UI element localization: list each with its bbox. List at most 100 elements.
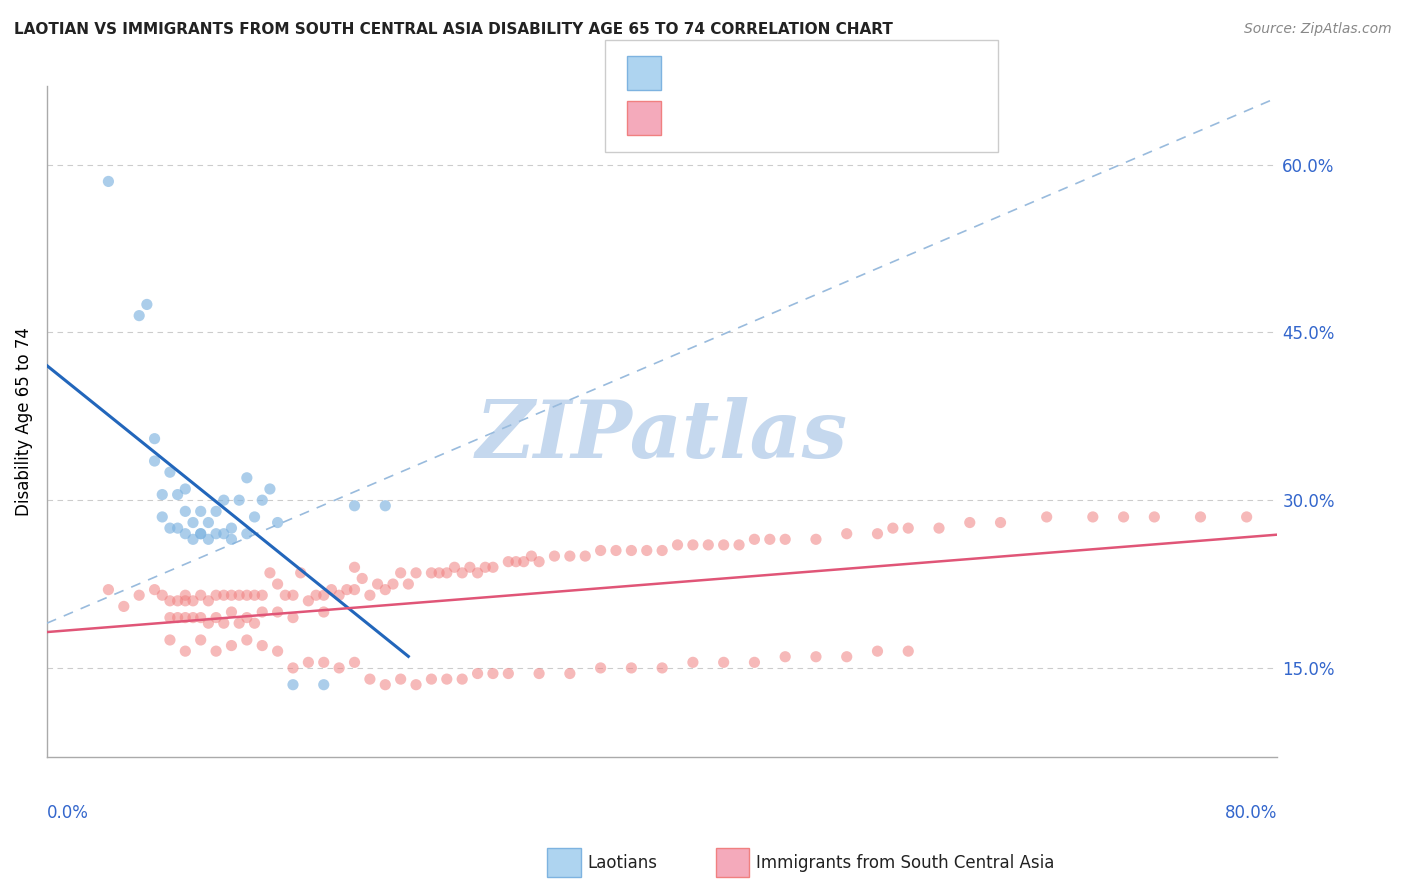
Point	[135, 297, 157, 311]
Point	[458, 560, 481, 574]
Point	[482, 666, 505, 681]
Point	[321, 582, 343, 597]
Point	[312, 656, 335, 670]
Point	[266, 644, 288, 658]
Point	[159, 594, 181, 608]
Point	[197, 533, 219, 547]
Point	[359, 672, 381, 686]
Point	[574, 549, 596, 563]
Point	[166, 487, 188, 501]
Point	[728, 538, 751, 552]
Point	[682, 538, 704, 552]
Point	[328, 588, 350, 602]
Point	[190, 504, 212, 518]
Point	[274, 588, 297, 602]
Point	[266, 577, 288, 591]
Point	[159, 465, 181, 479]
Point	[352, 571, 374, 585]
Point	[297, 656, 319, 670]
Point	[682, 656, 704, 670]
Point	[651, 661, 673, 675]
Point	[882, 521, 904, 535]
Point	[697, 538, 720, 552]
Point	[190, 588, 212, 602]
Text: 0.110: 0.110	[717, 109, 769, 127]
Point	[190, 632, 212, 647]
Point	[589, 661, 612, 675]
Point	[835, 526, 858, 541]
Point	[112, 599, 135, 614]
Point	[620, 543, 643, 558]
Point	[312, 678, 335, 692]
Point	[467, 566, 489, 580]
Point	[181, 594, 204, 608]
Point	[866, 644, 889, 658]
Point	[97, 174, 120, 188]
Text: LAOTIAN VS IMMIGRANTS FROM SOUTH CENTRAL ASIA DISABILITY AGE 65 TO 74 CORRELATIO: LAOTIAN VS IMMIGRANTS FROM SOUTH CENTRAL…	[14, 22, 893, 37]
Point	[558, 666, 581, 681]
Point	[451, 566, 474, 580]
Point	[228, 588, 250, 602]
Point	[1112, 510, 1135, 524]
Point	[212, 616, 235, 631]
Point	[605, 543, 627, 558]
Point	[97, 582, 120, 597]
Point	[467, 666, 489, 681]
Y-axis label: Disability Age 65 to 74: Disability Age 65 to 74	[15, 327, 32, 516]
Point	[174, 644, 197, 658]
Point	[359, 588, 381, 602]
Point	[343, 582, 366, 597]
Point	[212, 493, 235, 508]
Point	[558, 549, 581, 563]
Point	[221, 605, 243, 619]
Text: 0.0%: 0.0%	[46, 805, 89, 822]
Text: Laotians: Laotians	[588, 854, 658, 871]
Point	[266, 605, 288, 619]
Text: 38: 38	[848, 64, 870, 82]
Point	[143, 432, 166, 446]
Point	[205, 526, 228, 541]
Point	[174, 594, 197, 608]
Point	[266, 516, 288, 530]
Point	[190, 610, 212, 624]
Point	[804, 649, 827, 664]
Point	[197, 594, 219, 608]
Point	[1081, 510, 1104, 524]
Point	[744, 533, 766, 547]
Point	[243, 616, 266, 631]
Point	[259, 482, 281, 496]
Point	[773, 649, 796, 664]
Point	[143, 454, 166, 468]
Text: R =: R =	[671, 64, 702, 82]
Point	[651, 543, 673, 558]
Point	[312, 588, 335, 602]
Point	[436, 566, 458, 580]
Point	[897, 521, 920, 535]
Point	[205, 610, 228, 624]
Text: 0.143: 0.143	[717, 64, 769, 82]
Point	[374, 499, 396, 513]
Point	[990, 516, 1012, 530]
Point	[150, 588, 173, 602]
Point	[252, 493, 274, 508]
Point	[666, 538, 689, 552]
Point	[190, 526, 212, 541]
Point	[589, 543, 612, 558]
Point	[474, 560, 496, 574]
Point	[259, 566, 281, 580]
Point	[128, 309, 150, 323]
Text: ZIPatlas: ZIPatlas	[477, 397, 848, 474]
Point	[1236, 510, 1258, 524]
Point	[174, 610, 197, 624]
Point	[713, 538, 735, 552]
Point	[166, 594, 188, 608]
Point	[236, 526, 259, 541]
Point	[252, 605, 274, 619]
Point	[228, 616, 250, 631]
Point	[405, 678, 427, 692]
Text: 135: 135	[848, 109, 883, 127]
Point	[374, 678, 396, 692]
Point	[396, 577, 419, 591]
Point	[221, 533, 243, 547]
Text: 80.0%: 80.0%	[1225, 805, 1278, 822]
